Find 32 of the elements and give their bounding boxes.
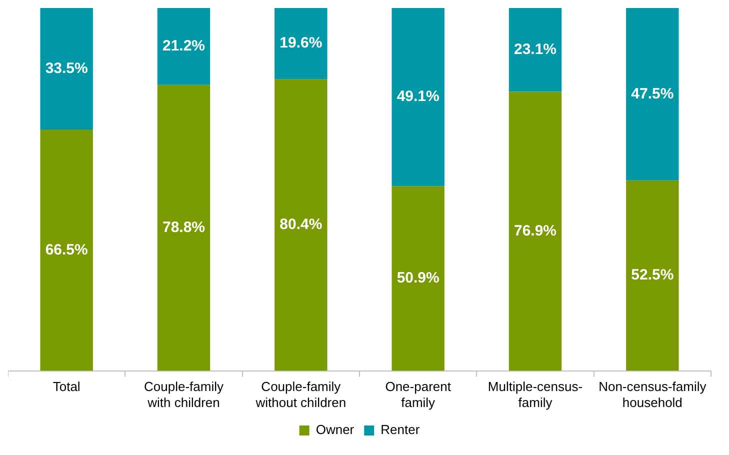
bar xyxy=(392,186,444,371)
bar xyxy=(392,8,444,186)
data-label: 52.5% xyxy=(631,266,674,284)
data-label: 78.8% xyxy=(162,218,206,236)
legend-label: Renter xyxy=(380,422,420,438)
bar xyxy=(626,180,679,371)
bar xyxy=(508,92,562,371)
bar xyxy=(274,8,328,80)
x-tick-label: One-parent family xyxy=(385,379,452,410)
bar xyxy=(40,130,93,371)
data-label: 19.6% xyxy=(280,34,322,52)
bar xyxy=(157,8,210,85)
x-tick-label: Couple-family without children xyxy=(254,379,346,410)
data-label: 33.5% xyxy=(45,60,88,77)
data-label: 47.5% xyxy=(631,85,674,102)
x-tick-label: Total xyxy=(52,379,80,394)
bar xyxy=(40,8,93,130)
x-tick-label: Non-census-family household xyxy=(598,379,707,410)
bar xyxy=(626,8,679,180)
bar xyxy=(157,84,210,371)
bar xyxy=(274,79,328,371)
data-label: 50.9% xyxy=(396,270,440,287)
data-label: 23.1% xyxy=(514,41,557,58)
bar xyxy=(508,8,562,92)
x-tick-label: Couple-family with children xyxy=(144,379,224,410)
data-label: 76.9% xyxy=(514,222,557,240)
legend-label: Owner xyxy=(316,422,355,438)
data-label: 49.1% xyxy=(396,88,440,106)
x-tick-label: Multiple-census-family xyxy=(488,379,583,410)
data-label: 21.2% xyxy=(162,38,206,55)
data-label: 66.5% xyxy=(45,241,88,258)
data-label: 80.4% xyxy=(280,216,322,234)
